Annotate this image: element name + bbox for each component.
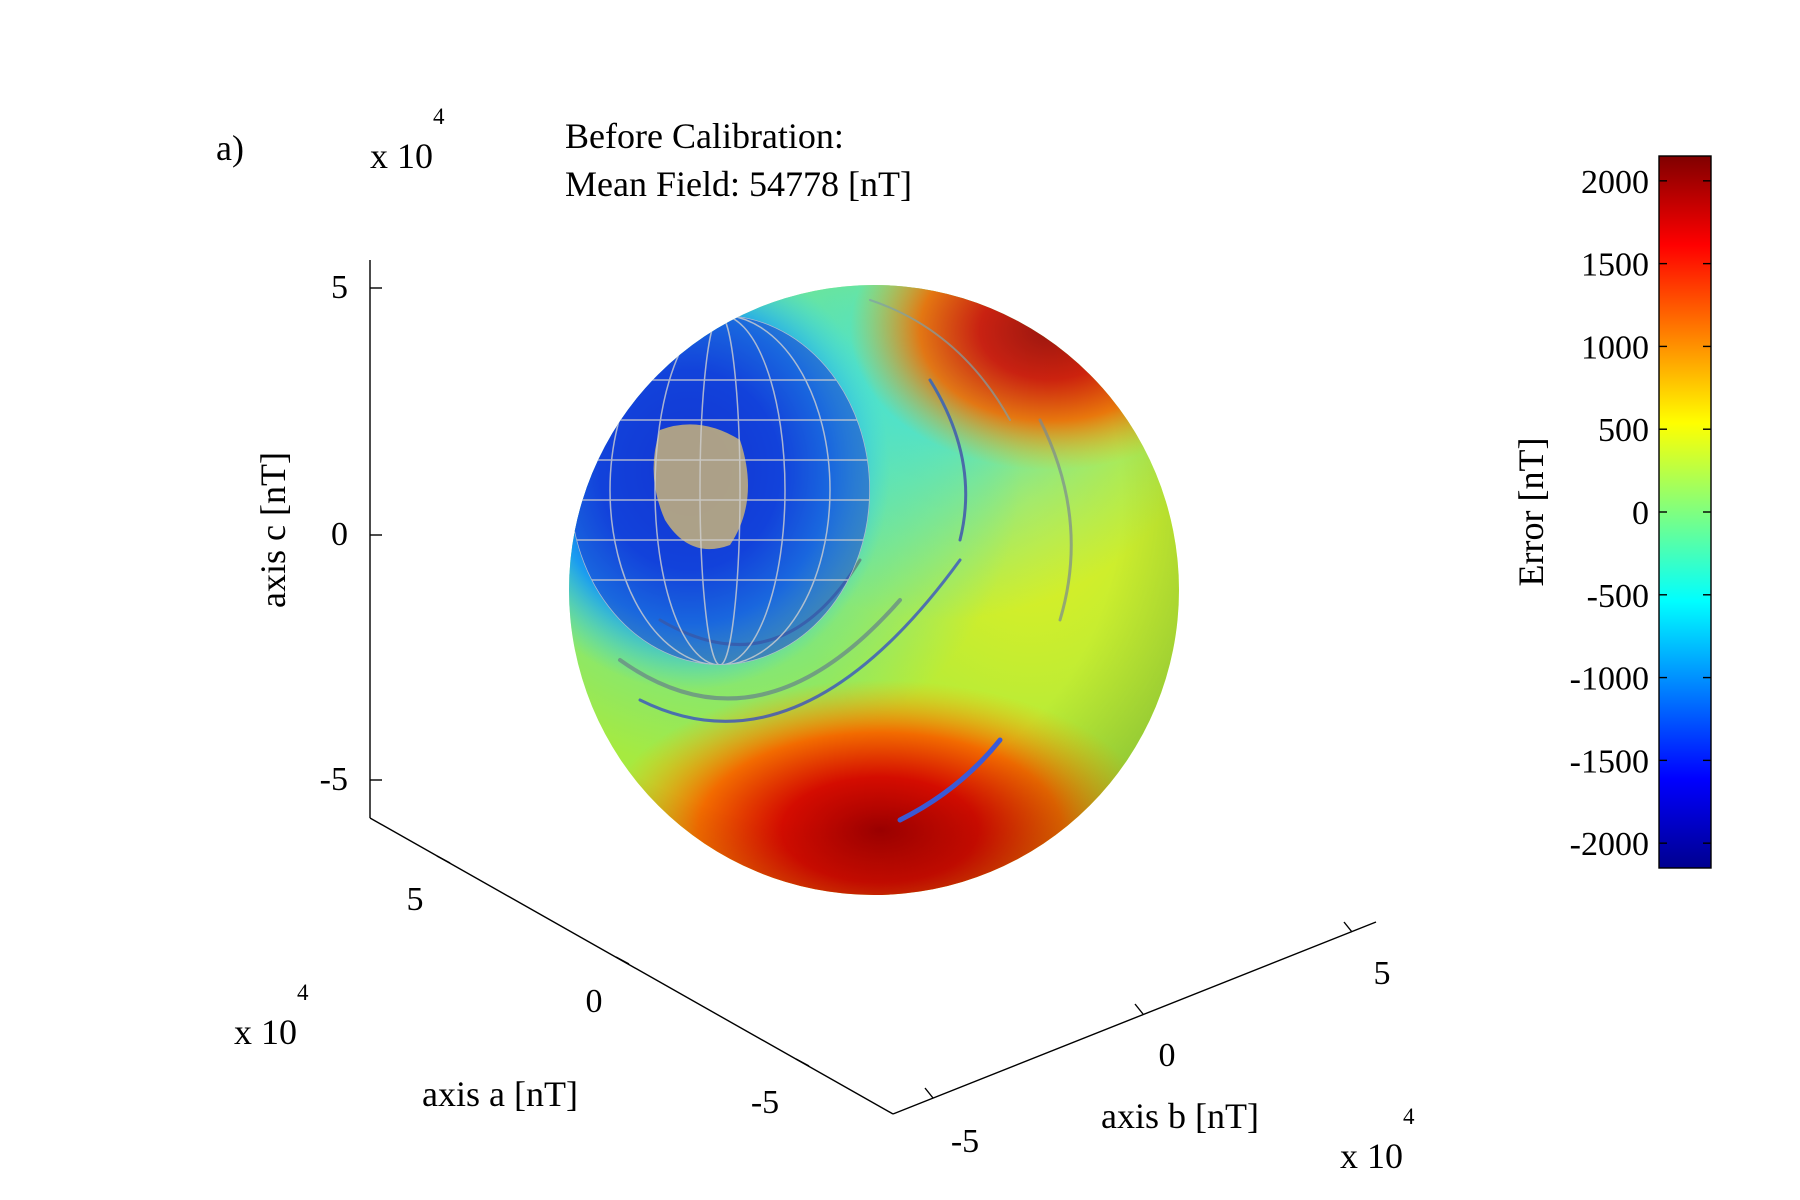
colorbar-tick-label: 1000 [1581,329,1649,366]
colorbar-ticks: 2000 1500 1000 500 0 -500 -1000 -1500 -2000 [1570,164,1711,863]
colorbar-tick-label: -1000 [1570,661,1649,698]
colorbar-tick-label: -1500 [1570,743,1649,780]
colorbar-tick-label: -500 [1587,578,1649,615]
y-axis-line [892,921,1377,1115]
y-multiplier-exponent: 4 [1403,1104,1415,1129]
z-tick-label: 5 [331,269,348,306]
y-axis-label: axis b [nT] [1101,1096,1259,1136]
z-tick-label: -5 [320,761,348,798]
x-multiplier: x 10 [234,1012,297,1052]
colorbar-tick-label: 2000 [1581,164,1649,201]
sphere-surface [569,285,1179,895]
colorbar-tick-label: 0 [1632,495,1649,532]
z-axis-label: axis c [nT] [253,452,293,608]
z-ticks: 5 0 -5 x 10 4 axis c [nT] [253,104,445,798]
colorbar-label: Error [nT] [1511,438,1551,587]
y-tick-label: 0 [1159,1037,1176,1074]
z-multiplier-exponent: 4 [433,104,445,129]
colorbar-tick-label: 1500 [1581,247,1649,284]
x-multiplier-exponent: 4 [297,980,309,1005]
x-ticks: 5 0 -5 x 10 4 axis a [nT] [234,855,810,1121]
y-tick-label: 5 [1374,955,1391,992]
y-tick-label: -5 [951,1123,979,1160]
z-multiplier: x 10 [370,136,433,176]
z-tick-label: 0 [331,516,348,553]
y-multiplier: x 10 [1340,1136,1403,1176]
chart-title-line-1: Before Calibration: [565,116,844,156]
colorbar-gradient [1658,155,1712,869]
x-tick-label: 5 [407,881,424,918]
y-ticks: -5 0 5 axis b [nT] x 10 4 [924,921,1415,1176]
colorbar-tick-label: -2000 [1570,826,1649,863]
x-axis-label: axis a [nT] [422,1074,578,1114]
colorbar-tick-label: 500 [1598,412,1649,449]
x-tick-label: -5 [751,1084,779,1121]
colorbar: 2000 1500 1000 500 0 -500 -1000 -1500 -2000 Erro… [1511,155,1712,869]
chart-title-line-2: Mean Field: 54778 [nT] [565,164,912,204]
x-tick-label: 0 [586,983,603,1020]
panel-label: a) [216,128,244,168]
